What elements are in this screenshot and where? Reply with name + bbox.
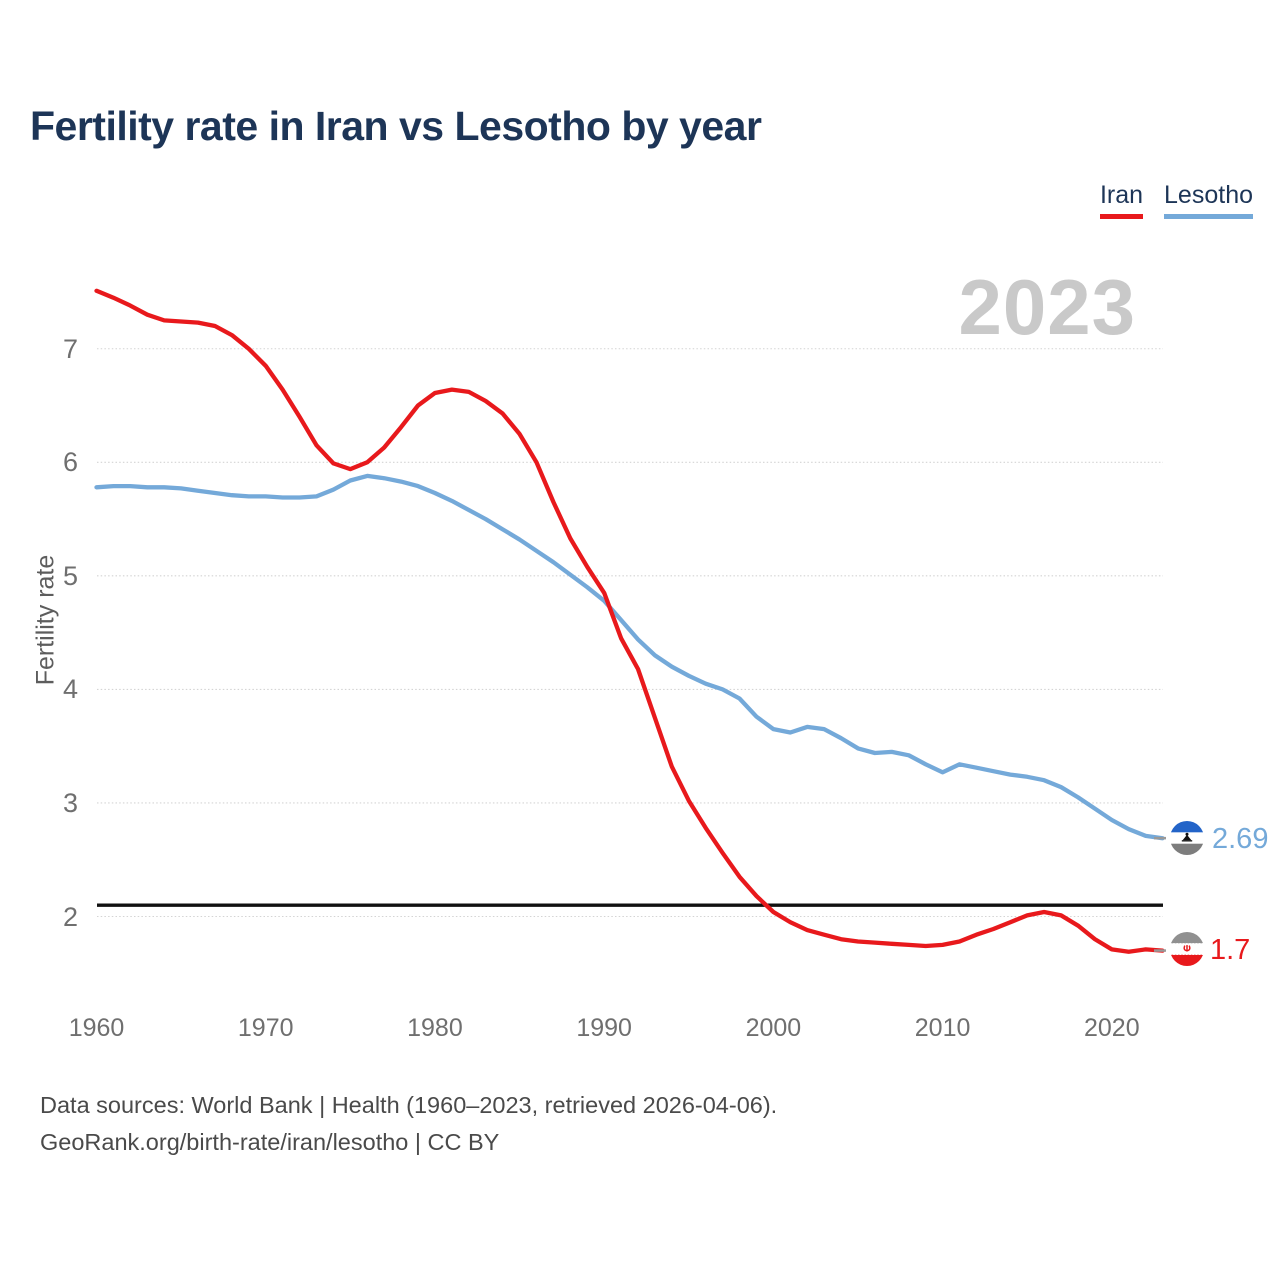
data-source-note: Data sources: World Bank | Health (1960–… <box>40 1087 777 1161</box>
source-line-1: Data sources: World Bank | Health (1960–… <box>40 1092 778 1118</box>
y-tick-label-6: 6 <box>62 447 78 478</box>
series-line-lesotho[interactable] <box>94 473 1165 841</box>
legend-item-iran[interactable]: Iran <box>1099 181 1144 219</box>
legend: Iran Lesotho <box>1099 181 1253 219</box>
x-tick-label-1980: 1980 <box>407 1014 463 1042</box>
source-line-2: GeoRank.org/birth-rate/iran/lesotho | CC… <box>40 1129 500 1155</box>
y-tick-label-3: 3 <box>62 787 78 818</box>
lesotho-end-value: 2.69 <box>1212 823 1269 855</box>
legend-item-lesotho[interactable]: Lesotho <box>1164 181 1253 219</box>
lesotho-flag-icon <box>1170 821 1204 855</box>
y-tick-label-2: 2 <box>62 901 78 932</box>
page-title: Fertility rate in Iran vs Lesotho by yea… <box>30 103 762 149</box>
x-tick-label-2010: 2010 <box>914 1014 971 1042</box>
iran-flag-icon <box>1170 932 1204 966</box>
series-line-iran[interactable] <box>94 288 1165 954</box>
y-tick-label-7: 7 <box>62 333 78 364</box>
x-tick-label-1990: 1990 <box>576 1014 632 1042</box>
x-tick-label-1970: 1970 <box>237 1014 294 1042</box>
iran-end-value: 1.7 <box>1210 934 1251 966</box>
y-tick-label-5: 5 <box>62 560 78 591</box>
y-tick-label-4: 4 <box>62 674 78 705</box>
year-watermark: 2023 <box>958 263 1136 351</box>
x-tick-label-2000: 2000 <box>745 1014 802 1042</box>
x-tick-label-1960: 1960 <box>68 1014 125 1042</box>
x-tick-label-2020: 2020 <box>1084 1014 1140 1042</box>
